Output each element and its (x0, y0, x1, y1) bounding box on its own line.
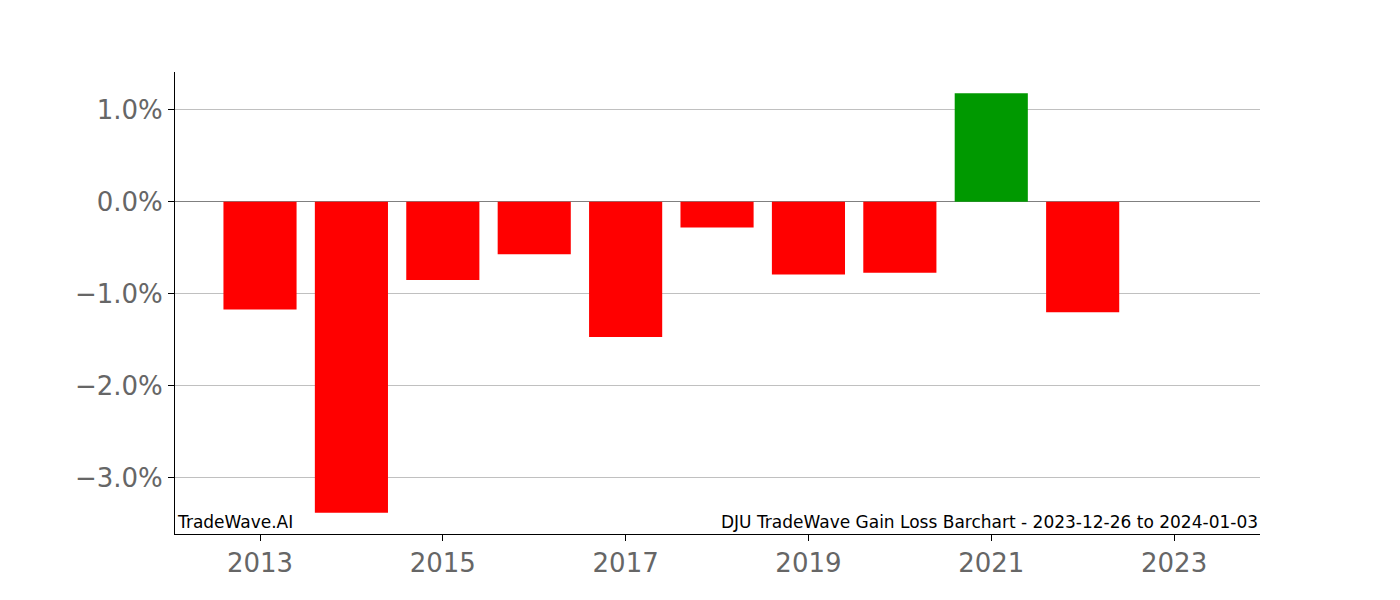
svg-text:2013: 2013 (227, 548, 293, 578)
svg-text:TradeWave.AI: TradeWave.AI (177, 512, 293, 532)
svg-text:2023: 2023 (1141, 548, 1207, 578)
svg-text:2019: 2019 (775, 548, 841, 578)
svg-text:2017: 2017 (593, 548, 659, 578)
svg-text:−1.0%: −1.0% (75, 279, 163, 309)
svg-text:1.0%: 1.0% (97, 95, 163, 125)
svg-text:0.0%: 0.0% (97, 187, 163, 217)
svg-text:2015: 2015 (410, 548, 476, 578)
svg-text:−3.0%: −3.0% (75, 463, 163, 493)
svg-text:−2.0%: −2.0% (75, 371, 163, 401)
svg-text:2021: 2021 (958, 548, 1024, 578)
svg-text:DJU TradeWave Gain Loss Barcha: DJU TradeWave Gain Loss Barchart - 2023-… (721, 512, 1258, 532)
